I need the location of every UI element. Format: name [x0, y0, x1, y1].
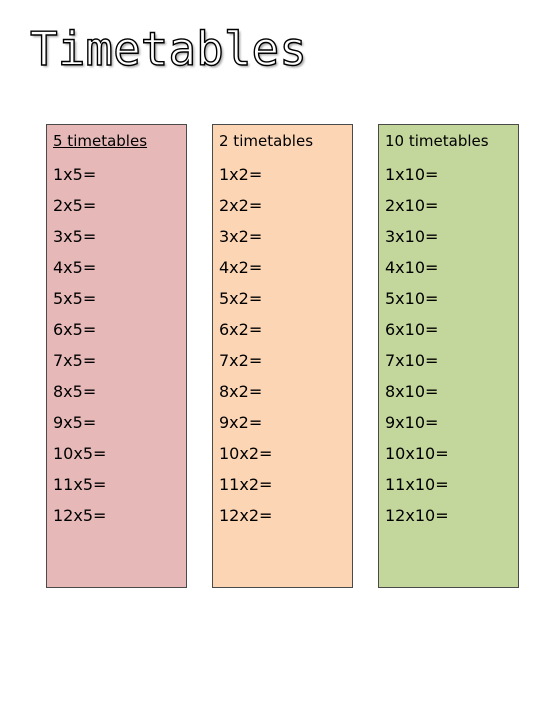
list-item: 1x5=: [53, 165, 97, 184]
list-item: 1x2=: [219, 165, 263, 184]
list-item: 5x10=: [385, 289, 439, 308]
list-item: 10x5=: [53, 444, 107, 463]
list-item: 12x2=: [219, 506, 273, 525]
ten-timetables-heading: 10 timetables: [385, 132, 489, 150]
list-item: 12x10=: [385, 506, 449, 525]
five-timetables-list: 1x5= 2x5= 3x5= 4x5= 5x5= 6x5= 7x5= 8x5= …: [53, 165, 106, 537]
list-item: 7x2=: [219, 351, 263, 370]
list-item: 4x2=: [219, 258, 263, 277]
list-item: 9x10=: [385, 413, 439, 432]
two-timetables-heading: 2 timetables: [219, 132, 314, 150]
list-item: 11x5=: [53, 475, 107, 494]
list-item: 5x5=: [53, 289, 97, 308]
list-item: 10x10=: [385, 444, 449, 463]
list-item: 9x2=: [219, 413, 263, 432]
ten-timetables-list: 1x10= 2x10= 3x10= 4x10= 5x10= 6x10= 7x10…: [385, 165, 449, 537]
list-item: 7x5=: [53, 351, 97, 370]
list-item: 3x5=: [53, 227, 97, 246]
list-item: 8x2=: [219, 382, 263, 401]
two-timetables-list: 1x2= 2x2= 3x2= 4x2= 5x2= 6x2= 7x2= 8x2= …: [219, 165, 272, 537]
five-timetables-column: 5 timetables 1x5= 2x5= 3x5= 4x5= 5x5= 6x…: [46, 124, 187, 588]
list-item: 3x2=: [219, 227, 263, 246]
five-timetables-heading: 5 timetables: [53, 132, 148, 150]
ten-timetables-column: 10 timetables 1x10= 2x10= 3x10= 4x10= 5x…: [378, 124, 519, 588]
list-item: 2x10=: [385, 196, 439, 215]
list-item: 2x5=: [53, 196, 97, 215]
list-item: 9x5=: [53, 413, 97, 432]
list-item: 3x10=: [385, 227, 439, 246]
list-item: 2x2=: [219, 196, 263, 215]
list-item: 7x10=: [385, 351, 439, 370]
list-item: 12x5=: [53, 506, 107, 525]
list-item: 4x10=: [385, 258, 439, 277]
list-item: 6x5=: [53, 320, 97, 339]
list-item: 4x5=: [53, 258, 97, 277]
page-title: Timetables: [29, 21, 307, 76]
list-item: 5x2=: [219, 289, 263, 308]
list-item: 11x10=: [385, 475, 449, 494]
list-item: 11x2=: [219, 475, 273, 494]
list-item: 1x10=: [385, 165, 439, 184]
list-item: 6x2=: [219, 320, 263, 339]
list-item: 6x10=: [385, 320, 439, 339]
list-item: 8x10=: [385, 382, 439, 401]
two-timetables-column: 2 timetables 1x2= 2x2= 3x2= 4x2= 5x2= 6x…: [212, 124, 353, 588]
list-item: 10x2=: [219, 444, 273, 463]
list-item: 8x5=: [53, 382, 97, 401]
